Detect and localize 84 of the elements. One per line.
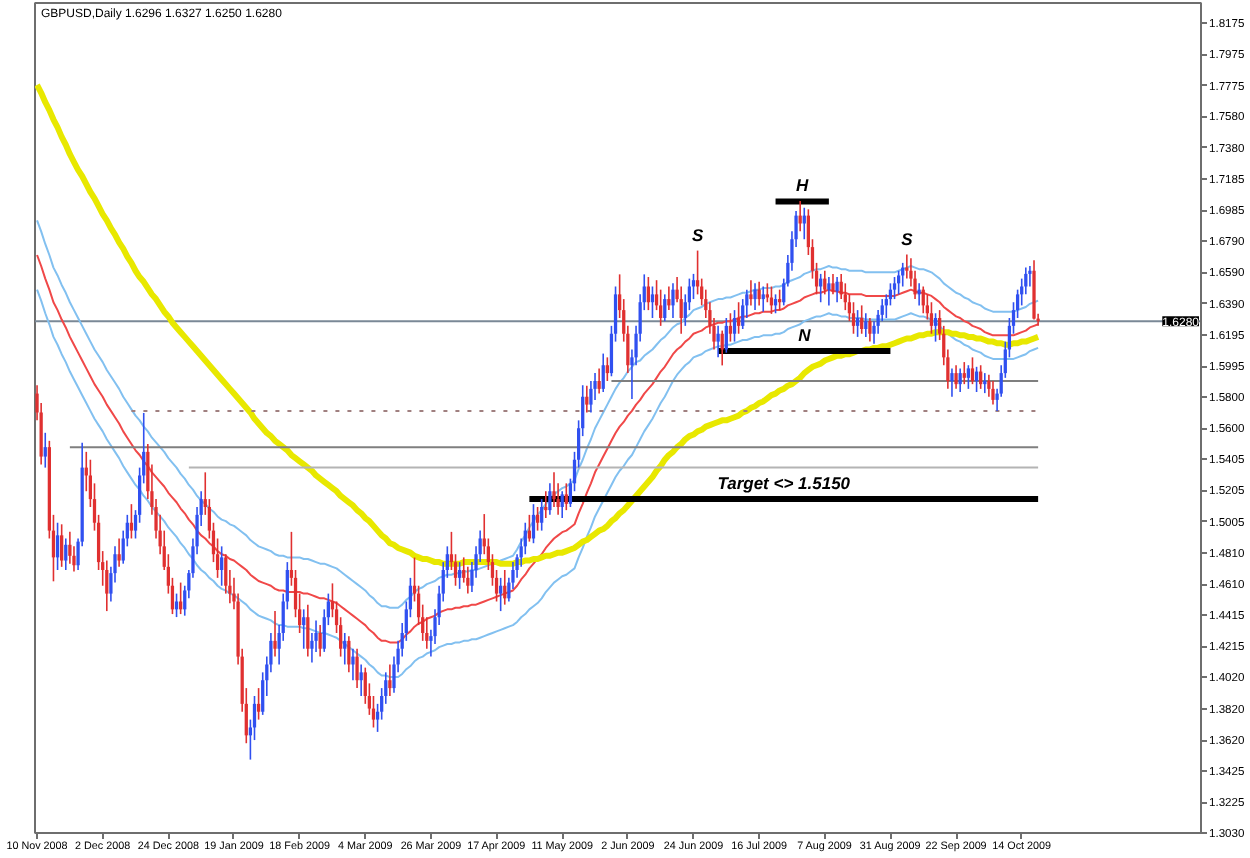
candlestick — [962, 361, 966, 385]
candlestick — [60, 523, 64, 568]
candlestick — [347, 635, 351, 674]
candlestick — [835, 276, 839, 304]
candlestick — [552, 471, 556, 508]
candlestick — [823, 269, 827, 296]
candlestick — [970, 356, 975, 385]
candlestick — [548, 482, 552, 516]
candlestick — [68, 531, 72, 565]
candlestick — [987, 373, 991, 398]
candlestick — [117, 537, 121, 568]
candlestick — [306, 603, 310, 658]
candlestick — [757, 280, 761, 307]
candlestick — [650, 285, 655, 319]
candlestick — [864, 312, 868, 338]
candlestick — [831, 273, 835, 296]
candlestick — [868, 317, 872, 343]
candlestick — [663, 293, 667, 322]
candlestick — [343, 632, 347, 666]
annotation: S — [901, 228, 914, 249]
candlestick — [1032, 259, 1036, 321]
candlestick — [667, 285, 671, 311]
candlestick — [351, 647, 355, 682]
candlestick — [954, 364, 958, 390]
candlestick — [359, 663, 363, 697]
candlestick — [105, 559, 109, 612]
candlestick — [318, 624, 322, 658]
candlestick — [544, 490, 548, 519]
candlestick — [129, 503, 134, 540]
candlestick — [905, 253, 909, 280]
candlestick — [950, 367, 954, 398]
candlestick — [860, 304, 864, 335]
candlestick — [741, 298, 745, 330]
candlestick — [605, 356, 609, 382]
candlestick — [732, 309, 737, 343]
candlestick — [671, 282, 675, 319]
candlestick — [855, 309, 860, 338]
candlestick — [679, 285, 683, 335]
candlestick — [601, 352, 605, 393]
candlestick — [933, 312, 938, 343]
annotation: S — [691, 224, 704, 245]
candlestick — [540, 498, 544, 532]
candlestick — [728, 312, 733, 343]
candlestick — [560, 490, 564, 519]
candlestick — [753, 282, 757, 311]
candlestick — [589, 380, 593, 414]
annotation: Target <> 1.5150 — [717, 473, 851, 494]
candlestick — [966, 364, 971, 390]
candlestick — [457, 561, 462, 590]
candlestick — [851, 301, 856, 335]
candlestick — [355, 647, 359, 689]
candlestick — [273, 610, 277, 658]
candlestick — [388, 663, 392, 697]
candlestick — [174, 592, 179, 618]
candlestick — [55, 521, 60, 571]
candlestick — [716, 325, 720, 359]
candlestick — [585, 384, 589, 414]
annotation: N — [798, 325, 813, 346]
candlestick — [224, 553, 228, 595]
candlestick — [896, 269, 901, 296]
candlestick — [778, 288, 782, 311]
candlestick — [646, 276, 650, 311]
candlestick — [983, 372, 987, 394]
annotation: H — [796, 175, 811, 196]
candlestick — [892, 276, 897, 300]
candlestick — [929, 301, 934, 335]
candlestick — [659, 288, 663, 327]
candlestick — [179, 581, 183, 615]
candlestick — [256, 687, 261, 721]
candlestick — [64, 537, 68, 571]
candlestick — [736, 301, 741, 335]
candlestick — [302, 608, 306, 650]
candlestick — [535, 506, 540, 532]
candlestick — [564, 482, 568, 511]
candlestick — [1028, 265, 1032, 288]
candlestick — [827, 276, 831, 307]
candlestick — [991, 380, 995, 406]
candlestick — [749, 279, 753, 307]
candlestick — [597, 367, 601, 395]
candlestick — [499, 577, 503, 612]
candlestick — [761, 285, 765, 313]
candlestick — [43, 432, 47, 469]
candlestick — [958, 367, 962, 393]
candlestick — [220, 545, 224, 587]
